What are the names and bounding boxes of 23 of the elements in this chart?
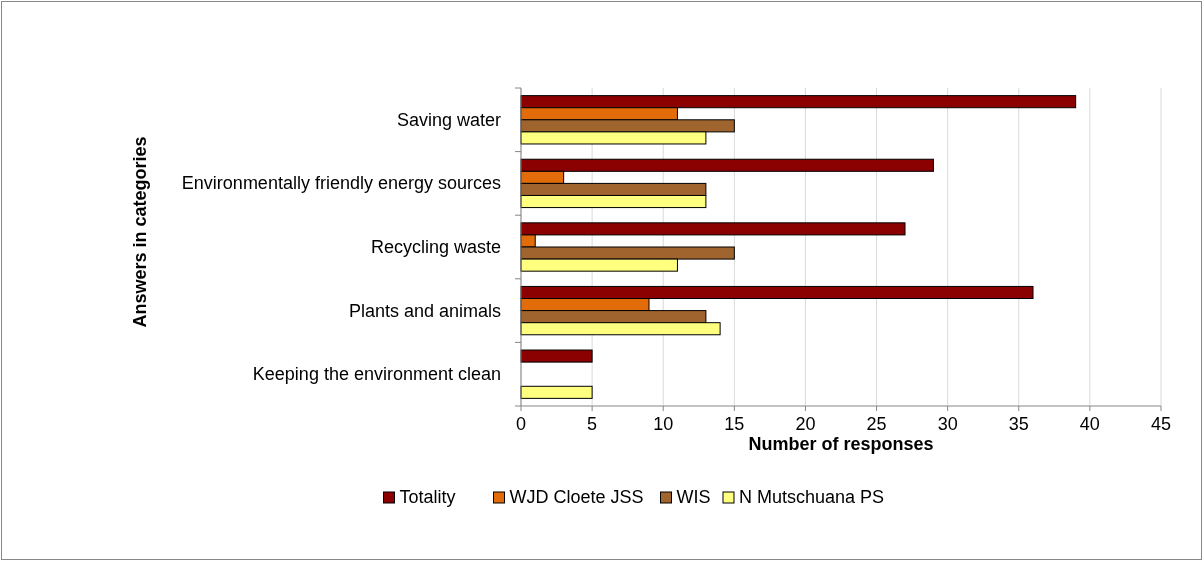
legend-label: N Mutschuana PS [739, 487, 885, 507]
x-axis-title: Number of responses [748, 434, 934, 454]
x-tick-label: 35 [1008, 414, 1029, 434]
x-tick-label: 40 [1079, 414, 1100, 434]
x-tick-label: 5 [587, 414, 598, 434]
bar [520, 349, 593, 363]
x-tick-label: 25 [866, 414, 887, 434]
y-tick-label: Recycling waste [370, 237, 501, 257]
y-tick-label: Saving water [396, 109, 501, 130]
y-tick-label: Environmentally friendly energy sources [181, 173, 501, 194]
x-tick-label: 10 [653, 414, 674, 434]
y-tick-label: Keeping the environment clean [252, 364, 501, 385]
x-tick-label: 30 [937, 414, 958, 434]
x-tick-label: 20 [795, 414, 816, 434]
bar [520, 385, 593, 399]
x-tick-label: 45 [1150, 414, 1172, 434]
y-tick-label: Plants and animals [348, 300, 501, 321]
x-tick-label: 15 [724, 414, 745, 434]
legend-label: WJD Cloete JSS [509, 487, 644, 507]
legend-label: Totality [399, 487, 456, 507]
y-axis-title: Answers in categories [129, 136, 150, 328]
x-tick-label: 0 [515, 414, 527, 434]
legend-label: WIS [676, 487, 711, 507]
